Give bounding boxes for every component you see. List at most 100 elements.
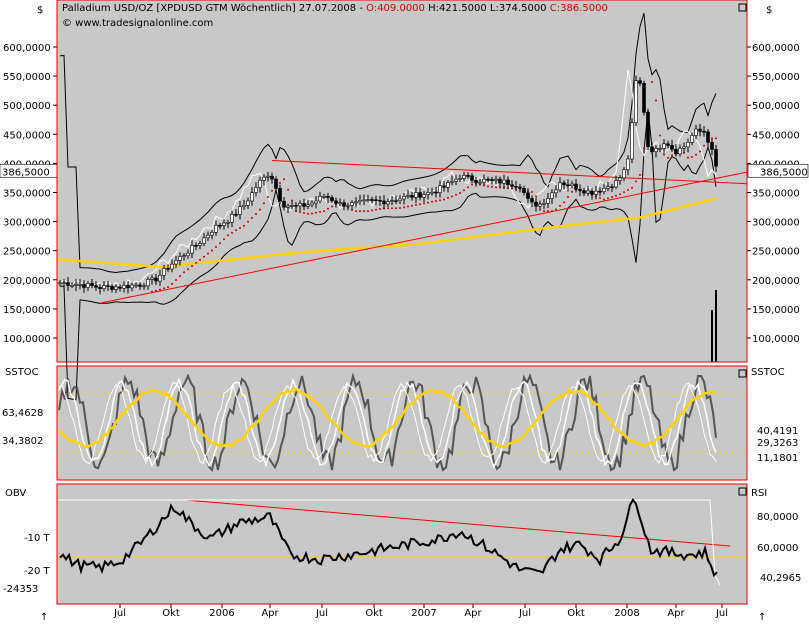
panel-frame-3 bbox=[56, 483, 748, 605]
sar-dot bbox=[367, 210, 369, 213]
sar-dot bbox=[395, 207, 397, 210]
candle-body bbox=[690, 135, 694, 143]
candle-body bbox=[298, 203, 302, 207]
sar-dot bbox=[187, 268, 189, 271]
sar-dot bbox=[491, 185, 493, 188]
candle-body bbox=[538, 203, 542, 207]
candle-body bbox=[562, 182, 566, 186]
y-tick-label-left: 200,0000 bbox=[3, 276, 51, 287]
candle-body bbox=[438, 185, 442, 193]
candle-body bbox=[126, 285, 130, 289]
sar-dot bbox=[443, 198, 445, 201]
candle-body bbox=[222, 222, 226, 226]
candle-body bbox=[330, 197, 334, 202]
candle-body bbox=[86, 283, 90, 288]
sar-dot bbox=[319, 210, 321, 213]
candle-body bbox=[58, 282, 62, 285]
currency-label-left: $ bbox=[37, 5, 43, 16]
candle-body bbox=[414, 192, 418, 198]
y-tick-label-right: 150,0000 bbox=[752, 305, 800, 316]
candle-body bbox=[470, 175, 474, 181]
candle-body bbox=[102, 285, 106, 289]
candle-body bbox=[326, 195, 330, 198]
candle-body bbox=[678, 147, 682, 155]
sar-dot bbox=[671, 154, 673, 157]
candle-body bbox=[486, 178, 490, 181]
sar-dot bbox=[307, 212, 309, 215]
sstoc-white-line bbox=[58, 377, 717, 470]
candle-body bbox=[250, 192, 254, 202]
candle-body bbox=[478, 181, 482, 184]
sar-dot bbox=[279, 182, 281, 184]
candle-body bbox=[494, 178, 498, 181]
sar-dot bbox=[247, 220, 249, 223]
candle-body bbox=[62, 282, 66, 285]
last-price-box-right bbox=[747, 163, 809, 178]
candle-body bbox=[170, 263, 174, 270]
sar-dot bbox=[239, 227, 241, 229]
candle-body bbox=[74, 284, 78, 286]
sar-dot bbox=[611, 196, 613, 198]
sar-dot bbox=[423, 202, 425, 205]
candle-body bbox=[518, 186, 522, 189]
candle-body bbox=[418, 192, 422, 198]
candle-body bbox=[82, 284, 86, 288]
sar-dot bbox=[563, 201, 565, 204]
candle-body bbox=[106, 285, 110, 287]
sar-dot bbox=[599, 196, 601, 199]
y-tick-label-right: 100,0000 bbox=[752, 334, 800, 345]
candle-body bbox=[574, 183, 578, 190]
sstoc-right-label: 40,4191 bbox=[757, 426, 798, 437]
candle-body bbox=[674, 149, 678, 155]
sar-dot bbox=[551, 210, 553, 213]
last-price-label-left: 386,5000 bbox=[2, 167, 50, 178]
volume-bar bbox=[715, 290, 717, 362]
candle-body bbox=[258, 180, 262, 188]
sar-dot bbox=[175, 279, 177, 281]
candle-body bbox=[490, 179, 494, 181]
rsi-white-line bbox=[57, 499, 721, 586]
rsi-right-label: 80,0000 bbox=[757, 512, 798, 523]
candle-body bbox=[262, 176, 266, 181]
sar-dot bbox=[243, 224, 245, 227]
sar-dot bbox=[471, 183, 473, 186]
last-price-label-right: 386,5000 bbox=[760, 167, 808, 178]
candle-body bbox=[190, 245, 194, 254]
sstoc-gray-line bbox=[58, 372, 717, 473]
candle-body bbox=[626, 158, 630, 171]
candle-body bbox=[242, 204, 246, 208]
candle-body bbox=[546, 198, 550, 204]
obv-line bbox=[59, 497, 718, 578]
sstoc-right-label: 29,3263 bbox=[757, 438, 798, 449]
candle-body bbox=[602, 187, 606, 192]
candle-body bbox=[526, 192, 530, 199]
sar-dot bbox=[431, 200, 433, 203]
x-axis-label: 2007 bbox=[411, 608, 436, 619]
sar-dot bbox=[691, 156, 693, 158]
candle-body bbox=[346, 205, 350, 207]
candle-body bbox=[154, 277, 158, 282]
candle-body bbox=[402, 196, 406, 200]
scroll-left-icon: ↑ bbox=[40, 612, 48, 623]
candle-body bbox=[294, 205, 298, 207]
x-axis-label: Jul bbox=[315, 608, 328, 619]
sar-dot bbox=[535, 195, 537, 198]
candle-body bbox=[686, 141, 690, 148]
candle-body bbox=[510, 184, 514, 187]
candle-body bbox=[550, 192, 554, 199]
sar-dot bbox=[531, 191, 533, 193]
candle-body bbox=[138, 284, 142, 287]
candle-body bbox=[398, 198, 402, 202]
y-tick-label-right: 550,0000 bbox=[752, 72, 800, 83]
candle-body bbox=[450, 180, 454, 183]
sar-dot bbox=[495, 186, 497, 189]
candle-body bbox=[214, 224, 218, 233]
candle-body bbox=[318, 196, 322, 202]
sar-dot bbox=[463, 189, 465, 192]
sar-dot bbox=[543, 210, 545, 213]
candle-body bbox=[290, 205, 294, 207]
candle-body bbox=[474, 180, 478, 183]
y-tick-label-right: 450,0000 bbox=[752, 130, 800, 141]
x-axis-label: Apr bbox=[464, 608, 482, 619]
